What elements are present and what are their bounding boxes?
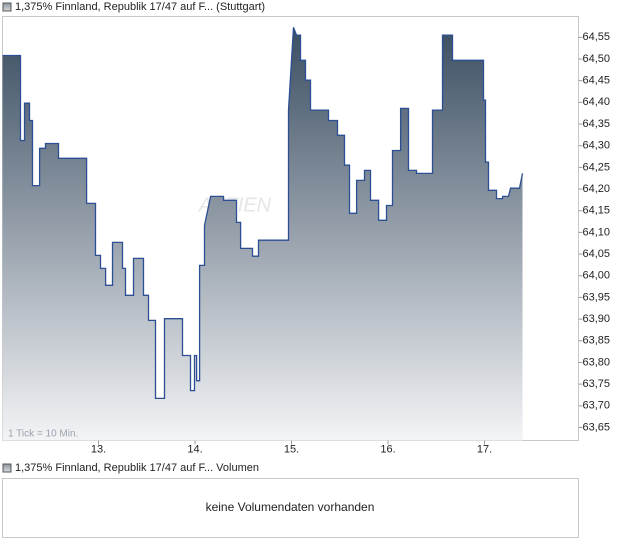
y-tick-label: 64,10 — [583, 226, 611, 238]
price-line — [2, 27, 524, 400]
x-tick-label: 15. — [284, 443, 299, 455]
x-tick-label: 17. — [477, 443, 492, 455]
y-tick-label: 63,75 — [583, 378, 611, 390]
price-area — [2, 27, 523, 441]
legend-label: 1,375% Finnland, Republik 17/47 auf F...… — [15, 1, 265, 13]
legend-icon — [2, 463, 12, 473]
y-tick-label: 64,05 — [583, 248, 611, 260]
y-tick-label: 64,55 — [583, 31, 611, 43]
y-tick-label: 63,85 — [583, 335, 611, 347]
y-tick-label: 63,65 — [583, 421, 611, 433]
y-tick-label: 64,00 — [583, 270, 611, 282]
legend-label: 1,375% Finnland, Republik 17/47 auf F...… — [15, 462, 259, 474]
volume-message: keine Volumendaten vorhanden — [206, 500, 375, 514]
y-tick-label: 64,40 — [583, 96, 611, 108]
y-tick-label: 64,20 — [583, 183, 611, 195]
legend-icon — [2, 2, 12, 12]
tick-note: 1 Tick = 10 Min. — [8, 429, 78, 440]
y-tick-label: 63,95 — [583, 291, 611, 303]
volume-frame — [2, 478, 579, 538]
x-tick-label: 13. — [91, 443, 106, 455]
y-tick-label: 64,25 — [583, 161, 611, 173]
x-tick-label: 16. — [380, 443, 395, 455]
y-tick-label: 64,30 — [583, 140, 611, 152]
y-tick-label: 63,70 — [583, 400, 611, 412]
y-tick-label: 64,50 — [583, 53, 611, 65]
y-tick-label: 64,15 — [583, 205, 611, 217]
y-tick-label: 64,35 — [583, 118, 611, 130]
x-tick-label: 14. — [187, 443, 202, 455]
y-tick-label: 63,90 — [583, 313, 611, 325]
y-tick-label: 63,80 — [583, 356, 611, 368]
y-tick-label: 64,45 — [583, 75, 611, 87]
